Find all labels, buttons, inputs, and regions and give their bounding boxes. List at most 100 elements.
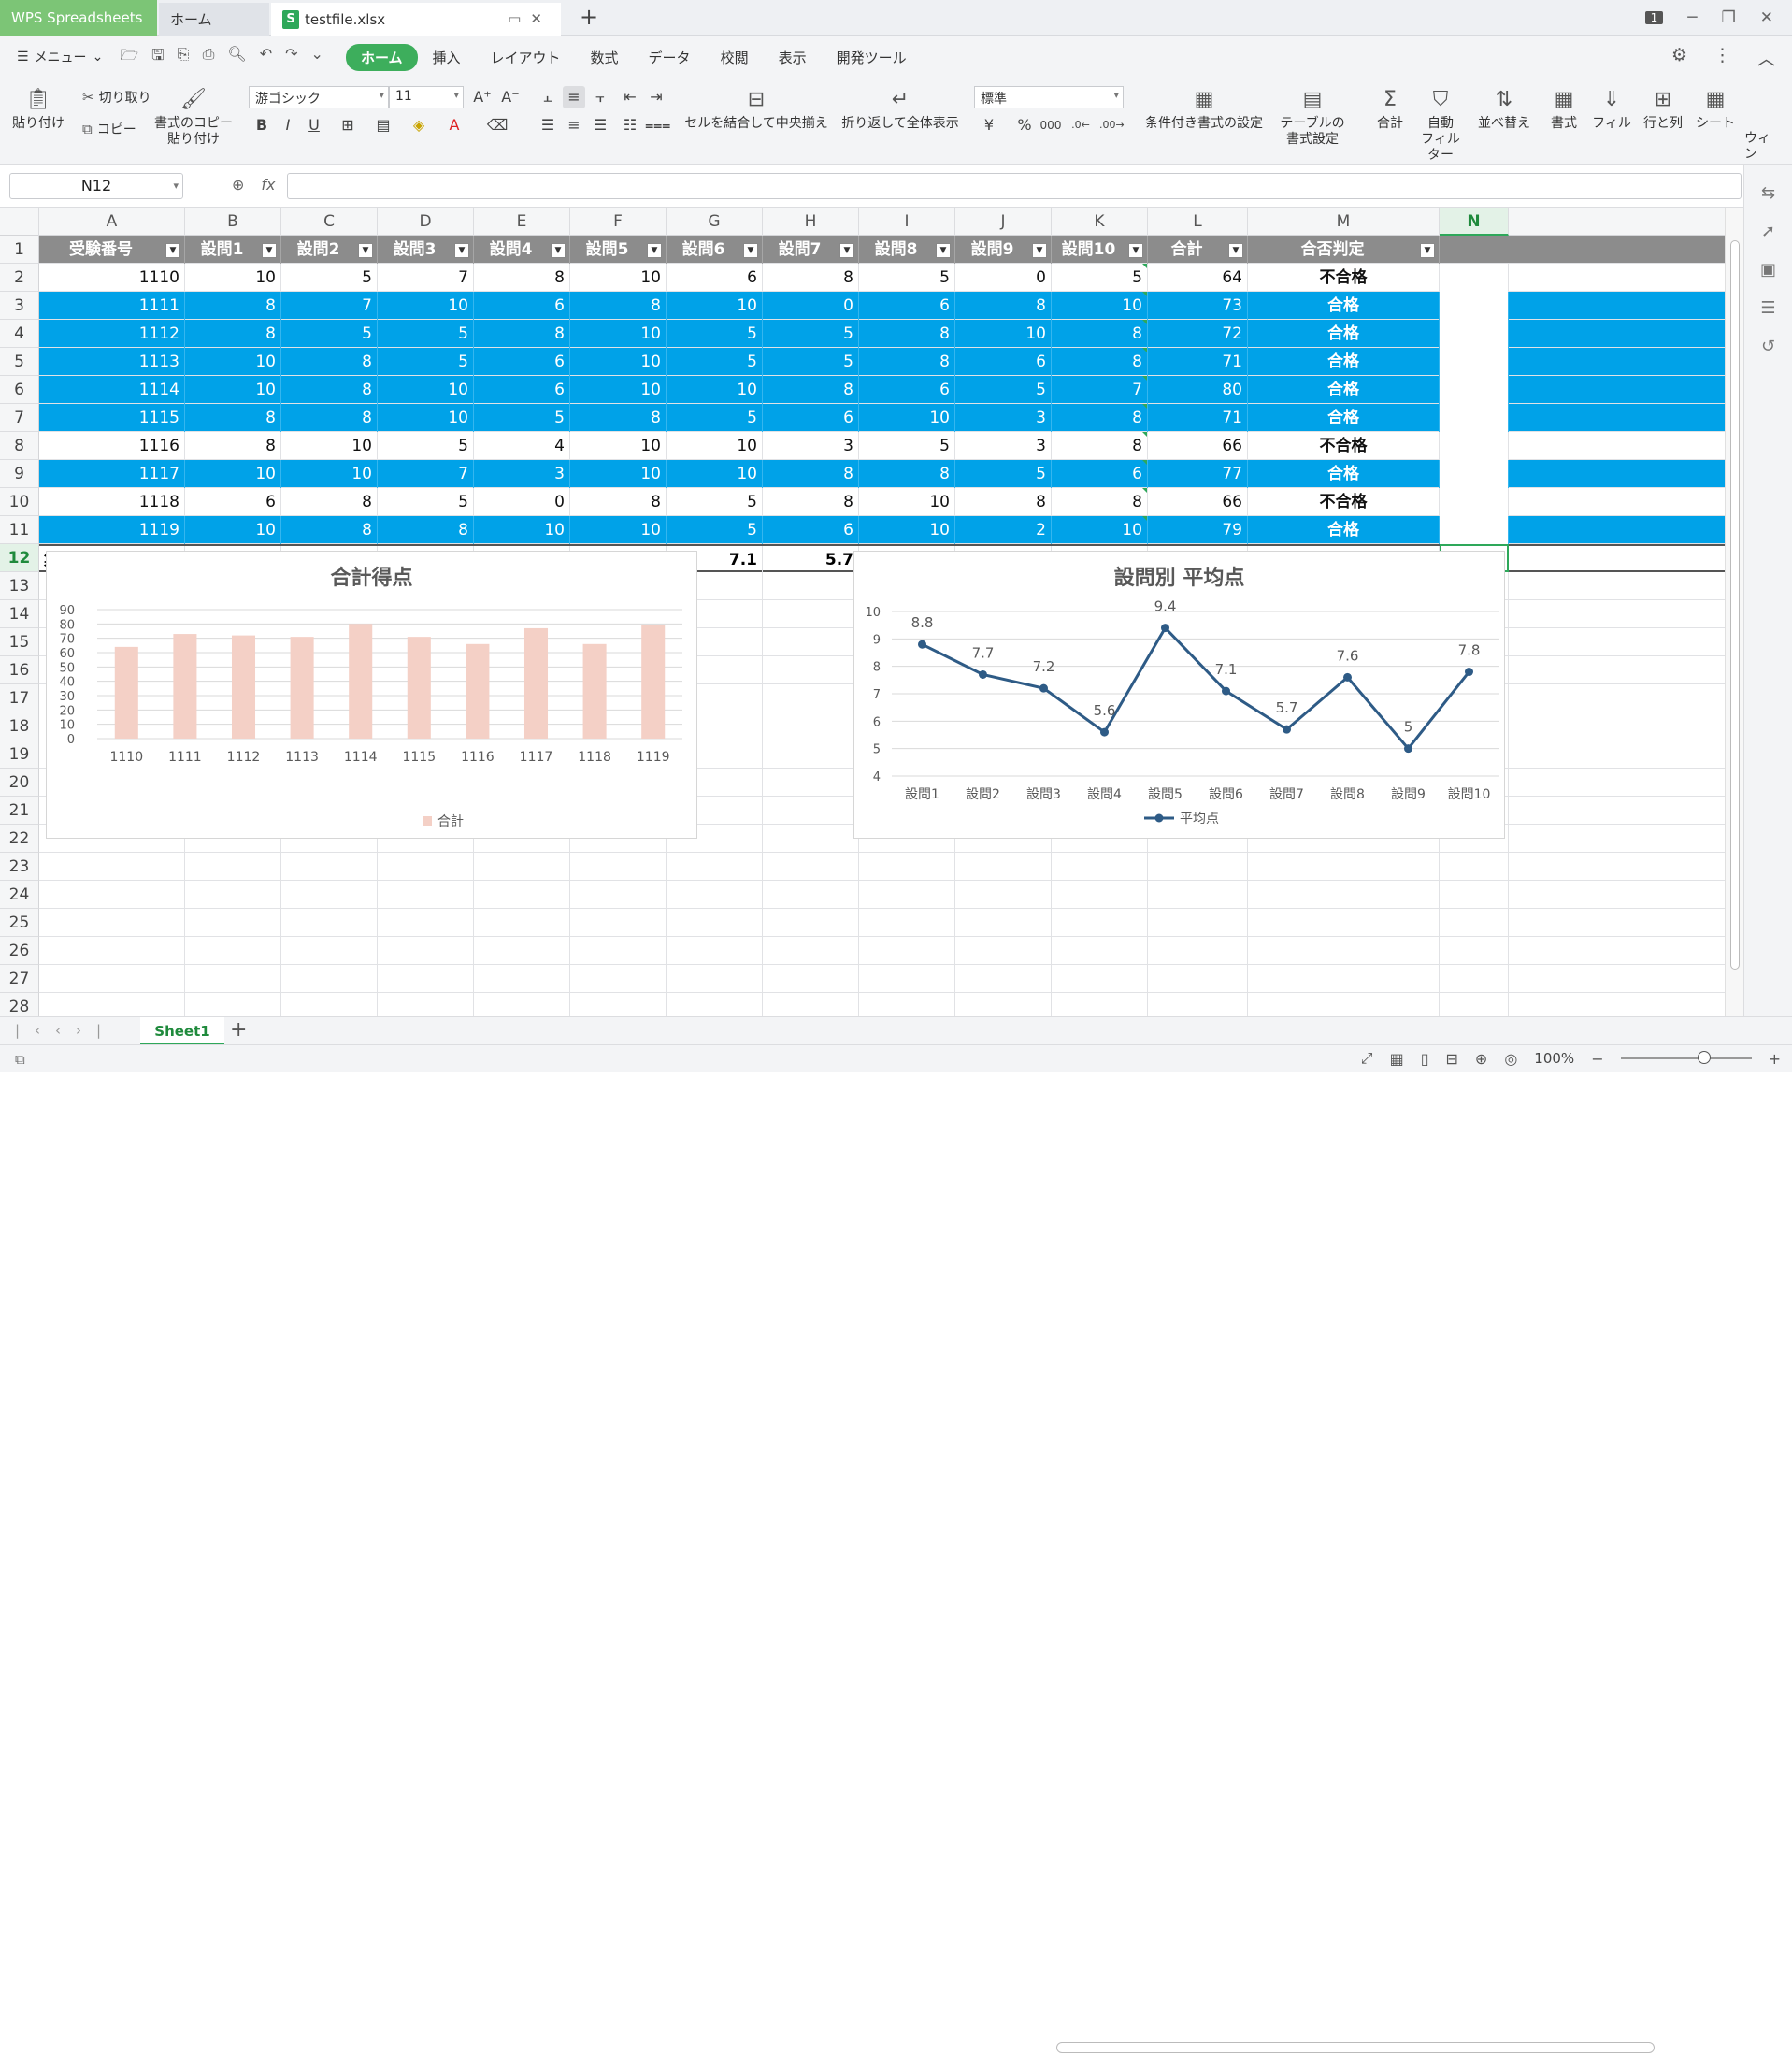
macro-record-icon[interactable]: ⧉ [15,1051,25,1068]
empty-cell[interactable] [859,909,955,937]
table-cell[interactable]: 10 [570,320,667,348]
column-title-cell[interactable]: 設問4 ▼ [474,236,570,264]
empty-cell[interactable] [859,853,955,881]
series-line[interactable] [921,625,1470,752]
empty-cell[interactable] [185,937,281,965]
table-cell[interactable]: 10 [570,376,667,404]
table-cell[interactable]: 10 [667,292,763,320]
row-header-24[interactable]: 24 [0,881,39,909]
empty-cell[interactable] [763,600,859,628]
select-all-corner[interactable] [0,208,39,236]
table-cell[interactable]: 5 [859,432,955,460]
row-header-20[interactable]: 20 [0,769,39,797]
table-cell[interactable]: 8 [1052,432,1148,460]
align-center-icon[interactable]: ≡ [567,116,581,134]
empty-cell[interactable] [1248,965,1440,993]
row-header-10[interactable]: 10 [0,488,39,516]
table-cell[interactable]: 5 [281,264,378,292]
table-cell[interactable]: 合格 [1248,516,1440,544]
empty-cell[interactable] [474,909,570,937]
column-header-m[interactable]: M [1248,208,1440,236]
empty-cell[interactable] [667,572,763,600]
empty-cell[interactable] [667,853,763,881]
table-cell[interactable]: 1119 [39,516,185,544]
empty-cell[interactable] [763,769,859,797]
table-cell[interactable]: 8 [570,488,667,516]
ribbon-tab-7[interactable]: 開発ツール [836,49,907,66]
table-format-button[interactable]: ▤ テーブルの 書式設定 [1277,88,1348,148]
empty-cell[interactable] [1148,993,1248,1016]
table-cell[interactable] [1440,348,1509,376]
table-cell[interactable]: 8 [185,292,281,320]
empty-cell[interactable] [1440,712,1509,740]
table-cell[interactable]: 10 [570,516,667,544]
align-right-icon[interactable]: ☰ [593,116,608,134]
empty-cell[interactable] [955,965,1052,993]
column-header-g[interactable]: G [667,208,763,236]
page-layout-icon[interactable]: ▯ [1420,1049,1429,1068]
restore-icon[interactable]: ❐ [1721,8,1736,27]
column-header-h[interactable]: H [763,208,859,236]
table-cell[interactable] [1440,376,1509,404]
empty-cell[interactable] [763,881,859,909]
empty-cell[interactable] [763,853,859,881]
table-cell[interactable]: 10 [859,516,955,544]
table-cell[interactable]: 5 [378,432,474,460]
table-cell[interactable]: 3 [955,404,1052,432]
empty-cell[interactable] [185,853,281,881]
paste-button[interactable]: 📋︎ 貼り付け [9,88,67,132]
table-cell[interactable]: 72 [1148,320,1248,348]
table-cell[interactable]: 7 [281,292,378,320]
table-cell[interactable]: 1110 [39,264,185,292]
table-cell[interactable]: 7 [378,460,474,488]
window-button[interactable]: ウィン [1744,131,1782,163]
empty-cell[interactable] [185,993,281,1016]
empty-cell[interactable] [378,853,474,881]
empty-cell[interactable] [955,993,1052,1016]
fullscreen-icon[interactable]: ⤢ [1360,1049,1373,1067]
empty-cell[interactable] [1440,993,1509,1016]
data-point[interactable] [1283,725,1291,734]
table-cell[interactable] [1440,320,1509,348]
new-tab-plus-icon[interactable]: + [580,4,599,30]
empty-cell[interactable] [39,993,185,1016]
filter-dropdown-icon[interactable]: ▼ [358,243,373,258]
window-mode-icon[interactable]: ▭ [508,10,531,27]
table-cell[interactable]: 10 [281,460,378,488]
empty-cell[interactable] [667,628,763,656]
empty-cell[interactable] [667,965,763,993]
row-header-21[interactable]: 21 [0,797,39,825]
bar[interactable] [173,634,197,739]
wrap-text-button[interactable]: ↵ 折り返して全体表示 [839,88,961,132]
border-icon[interactable]: ⊞ [341,116,354,134]
table-cell[interactable]: 79 [1148,516,1248,544]
empty-cell[interactable] [955,825,1052,853]
empty-cell[interactable] [378,937,474,965]
table-cell[interactable] [1440,432,1509,460]
column-title-cell[interactable]: 設問5 ▼ [570,236,667,264]
redo-icon[interactable]: ↷ [285,44,298,63]
empty-cell[interactable] [955,853,1052,881]
table-cell[interactable]: 5.7 [763,546,859,574]
table-cell[interactable]: 6 [859,376,955,404]
table-cell[interactable]: 不合格 [1248,488,1440,516]
empty-cell[interactable] [1440,825,1509,853]
row-header-13[interactable]: 13 [0,572,39,600]
empty-cell[interactable] [763,628,859,656]
filter-dropdown-icon[interactable]: ▼ [1228,243,1243,258]
empty-cell[interactable] [1248,825,1440,853]
table-cell[interactable]: 5 [281,320,378,348]
page-break-icon[interactable]: ⊟ [1445,1049,1458,1068]
tab-wps-home[interactable]: WPS Spreadsheets [0,0,157,36]
table-cell[interactable]: 3 [763,432,859,460]
menu-button[interactable]: メニュー [34,50,87,65]
table-cell[interactable]: 8 [281,376,378,404]
empty-cell[interactable] [859,965,955,993]
empty-cell[interactable] [667,993,763,1016]
empty-cell[interactable] [474,881,570,909]
empty-cell[interactable] [763,937,859,965]
table-cell[interactable]: 0 [955,264,1052,292]
row-header-5[interactable]: 5 [0,348,39,376]
empty-cell[interactable] [570,909,667,937]
eye-protection-icon[interactable]: ◎ [1504,1049,1518,1068]
